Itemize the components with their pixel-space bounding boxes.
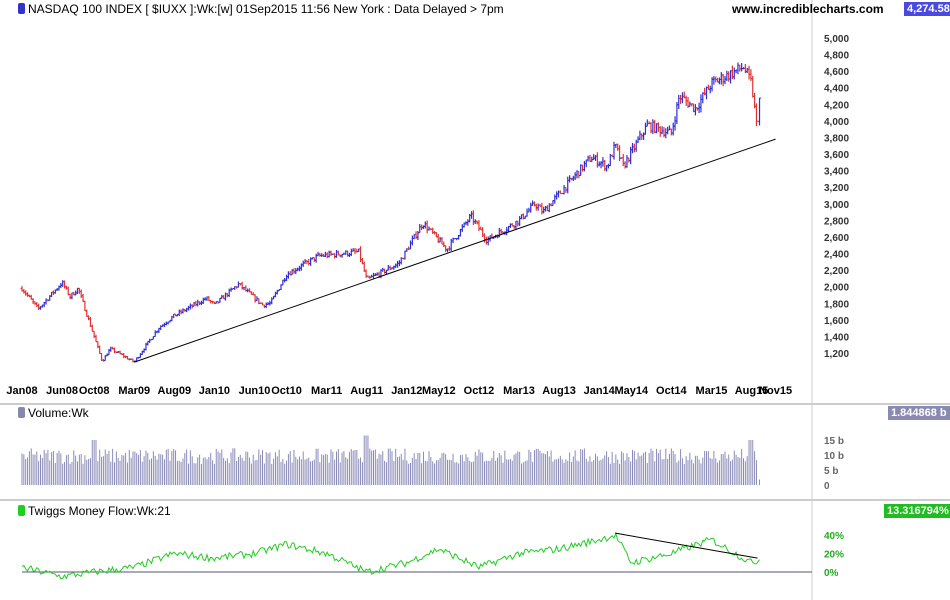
time-axis-tick-label: Jun08 xyxy=(46,385,78,397)
axis-labels: 1,200 1,400 1,600 1,800 2,000 2,200 2,400 2,600… xyxy=(6,34,849,579)
money-flow-series-marker xyxy=(18,505,25,516)
volume-panel-title: Volume:Wk xyxy=(28,406,89,420)
money-flow-panel-title: Twiggs Money Flow:Wk:21 xyxy=(28,504,171,518)
money-flow-axis-tick-label: 20% xyxy=(824,550,844,561)
time-axis-tick-label: Oct14 xyxy=(656,385,687,397)
price-axis-tick-label: 3,600 xyxy=(824,150,849,161)
price-axis-tick-label: 1,800 xyxy=(824,299,849,310)
price-axis-tick-label: 4,800 xyxy=(824,51,849,62)
volume-series xyxy=(21,435,761,485)
price-last-value-badge: 4,274.58 xyxy=(904,2,950,16)
price-axis-tick-label: 4,400 xyxy=(824,84,849,95)
price-axis-tick-label: 1,200 xyxy=(824,349,849,360)
volume-axis-tick-label: 10 b xyxy=(824,451,844,462)
price-axis-tick-label: 2,000 xyxy=(824,283,849,294)
money-flow-axis-tick-label: 40% xyxy=(824,531,844,542)
time-axis-tick-label: Aug11 xyxy=(350,385,383,397)
money-flow-axis-tick-label: 0% xyxy=(824,568,839,579)
money-flow-divergence-line xyxy=(615,532,758,559)
time-axis-tick-label: Aug15 xyxy=(735,385,769,397)
money-flow-panel-header: Twiggs Money Flow:Wk:21 xyxy=(18,504,171,518)
time-axis-tick-label: Oct10 xyxy=(271,385,302,397)
time-axis-tick-label: Jan10 xyxy=(199,385,230,397)
volume-panel-header: Volume:Wk xyxy=(18,406,89,420)
money-flow-line xyxy=(21,531,760,580)
chart-title: NASDAQ 100 INDEX [ $IUXX ]:Wk:[w] 01Sep2… xyxy=(28,2,504,16)
site-link[interactable]: www.incrediblecharts.com xyxy=(732,2,884,16)
price-series xyxy=(20,62,776,363)
price-axis-tick-label: 3,000 xyxy=(824,200,849,211)
price-panel-header: NASDAQ 100 INDEX [ $IUXX ]:Wk:[w] 01Sep2… xyxy=(18,2,504,16)
time-axis-tick-label: May12 xyxy=(422,385,456,397)
price-axis-tick-label: 2,600 xyxy=(824,233,849,244)
time-axis-tick-label: Mar15 xyxy=(696,385,728,397)
price-axis-tick-label: 2,200 xyxy=(824,266,849,277)
time-axis-tick-label: Aug09 xyxy=(158,385,192,397)
price-axis-tick-label: 4,600 xyxy=(824,67,849,78)
time-axis-tick-label: Mar09 xyxy=(118,385,150,397)
time-axis-tick-label: Jan08 xyxy=(6,385,37,397)
time-axis-tick-label: Nov15 xyxy=(759,385,792,397)
price-axis-tick-label: 4,200 xyxy=(824,100,849,111)
time-axis-tick-label: Jan12 xyxy=(391,385,422,397)
price-axis-tick-label: 2,800 xyxy=(824,216,849,227)
price-axis-tick-label: 3,200 xyxy=(824,183,849,194)
volume-last-value-badge: 1.844868 b xyxy=(888,406,950,420)
volume-series-marker xyxy=(18,407,25,418)
price-axis-tick-label: 3,400 xyxy=(824,167,849,178)
price-axis-tick-label: 1,400 xyxy=(824,332,849,343)
time-axis-tick-label: Mar13 xyxy=(503,385,535,397)
volume-axis-tick-label: 5 b xyxy=(824,466,838,477)
time-axis-tick-label: Jun10 xyxy=(239,385,271,397)
time-axis-tick-label: May14 xyxy=(614,385,649,397)
price-axis-tick-label: 1,600 xyxy=(824,316,849,327)
money-flow-series xyxy=(21,531,812,580)
time-axis-tick-label: Oct08 xyxy=(79,385,110,397)
time-axis-tick-label: Aug13 xyxy=(542,385,576,397)
price-axis-tick-label: 3,800 xyxy=(824,133,849,144)
price-axis-tick-label: 4,000 xyxy=(824,117,849,128)
price-axis-tick-label: 5,000 xyxy=(824,34,849,45)
price-series-marker xyxy=(18,3,25,14)
time-axis-tick-label: Mar11 xyxy=(311,385,342,397)
support-trendline xyxy=(134,138,776,363)
volume-axis-tick-label: 0 xyxy=(824,481,830,492)
time-axis-tick-label: Oct12 xyxy=(464,385,495,397)
volume-axis-tick-label: 15 b xyxy=(824,436,844,447)
money-flow-last-value-badge: 13.316794% xyxy=(884,504,950,518)
price-axis-tick-label: 2,400 xyxy=(824,250,849,261)
time-axis-tick-label: Jan14 xyxy=(584,385,616,397)
